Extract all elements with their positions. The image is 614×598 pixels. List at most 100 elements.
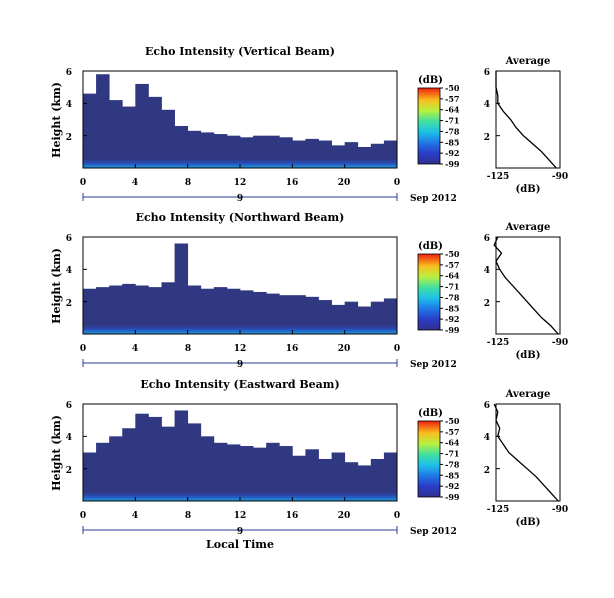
- panel-northward-beam: Echo Intensity (Northward Beam) Height (…: [50, 211, 568, 370]
- colorbar-tick-label: -57: [445, 260, 459, 270]
- heatmap-column: [253, 447, 267, 501]
- average-profile-line: [495, 71, 557, 169]
- colorbar-tick-label: -92: [445, 481, 459, 491]
- heatmap-column: [200, 436, 215, 501]
- heatmap-column: [161, 426, 175, 501]
- colorbar-tick-label: -50: [445, 416, 460, 426]
- heatmap-column: [200, 288, 215, 334]
- x-tick-label: 0: [80, 344, 86, 354]
- average-y-tick: 4: [484, 100, 490, 110]
- date-label: Sep 2012: [410, 194, 457, 204]
- x-tick-label: 0: [394, 511, 400, 521]
- x-ticks: 0 4 8 12 16 20 0: [80, 344, 400, 354]
- x-tick-label: 12: [234, 178, 247, 188]
- near-ground-echo: [83, 324, 397, 334]
- heatmap-column: [96, 74, 110, 168]
- y-tick-label: 6: [66, 68, 72, 78]
- x-tick-label: 0: [394, 178, 400, 188]
- colorbar-tick-label: -71: [445, 116, 459, 126]
- heatmap-column: [266, 293, 280, 334]
- average-y-tick: 6: [484, 234, 490, 244]
- y-axis-label: Height (km): [50, 82, 63, 158]
- heatmap-plot: [82, 403, 398, 502]
- average-y-tick: 6: [484, 68, 490, 78]
- colorbar-unit: (dB): [418, 75, 443, 86]
- heatmap-column: [161, 109, 175, 168]
- x-tick-label: 16: [286, 511, 299, 521]
- heatmap-column: [96, 287, 110, 334]
- colorbar-tick-label: -92: [445, 148, 459, 158]
- date-axis: 9 Sep 2012: [82, 526, 457, 537]
- x-tick-label: 16: [286, 344, 299, 354]
- x-tick-label: 4: [132, 178, 138, 188]
- heatmap-column: [240, 446, 254, 501]
- heatmap-column: [135, 413, 149, 501]
- date-label: Sep 2012: [410, 360, 457, 370]
- heatmap-column: [370, 458, 385, 501]
- average-x-tick: -90: [552, 338, 568, 348]
- y-axis-label: Height (km): [50, 248, 63, 324]
- average-profile-line: [493, 236, 559, 335]
- x-tick-label: 16: [286, 178, 299, 188]
- average-y-tick: 2: [484, 466, 490, 476]
- x-tick-label: 4: [132, 344, 138, 354]
- x-tick-label: 8: [185, 511, 191, 521]
- x-tick-label: 12: [234, 511, 247, 521]
- colorbar-tick-label: -57: [445, 427, 459, 437]
- x-tick-label: 8: [185, 344, 191, 354]
- x-ticks: 0 4 8 12 16 20 0: [80, 511, 400, 521]
- y-tick-label: 4: [66, 433, 72, 443]
- average-title: Average: [505, 56, 551, 67]
- colorbar: (dB) -50-57-64-71-78-85-92-99: [417, 408, 460, 502]
- near-ground-echo: [83, 491, 397, 501]
- heatmap-column: [122, 106, 136, 168]
- heatmap-column: [135, 285, 149, 334]
- colorbar-tick-label: -64: [445, 438, 460, 448]
- heatmap-column: [174, 410, 189, 501]
- x-tick-label: 0: [80, 511, 86, 521]
- heatmap-column: [213, 442, 228, 501]
- heatmap-column: [318, 458, 332, 501]
- heatmap-column: [266, 442, 280, 501]
- panel-eastward-beam: Echo Intensity (Eastward Beam) Height (k…: [50, 378, 568, 551]
- heatmap-column: [109, 100, 123, 168]
- heatmap-column: [83, 288, 97, 334]
- y-axis-label: Height (km): [50, 415, 63, 491]
- heatmap-column: [122, 428, 136, 501]
- heatmap-plot: [82, 70, 398, 169]
- x-tick-label: 12: [234, 344, 247, 354]
- x-ticks: 0 4 8 12 16 20 0: [80, 178, 400, 188]
- average-profile: Average 6 4 2 -125 -90 (dB): [484, 389, 568, 528]
- heatmap-column: [96, 442, 110, 501]
- y-tick-label: 6: [66, 234, 72, 244]
- chart-title: Echo Intensity (Northward Beam): [136, 211, 345, 224]
- heatmap-cells: [82, 403, 398, 501]
- colorbar-tick-label: -85: [445, 470, 459, 480]
- average-profile-line: [493, 403, 559, 502]
- average-x-label: (dB): [516, 350, 541, 361]
- average-profile: Average 6 4 2 -125 -90 (dB): [484, 222, 568, 361]
- average-x-tick: -125: [487, 338, 510, 348]
- heatmap-column: [83, 452, 97, 501]
- colorbar-tick-label: -99: [445, 325, 460, 335]
- plot-frame: [82, 403, 398, 502]
- x-tick-label: 8: [185, 178, 191, 188]
- heatmap-column: [240, 290, 254, 334]
- chart-title: Echo Intensity (Eastward Beam): [140, 378, 339, 391]
- heatmap-column: [331, 452, 346, 501]
- heatmap-column: [305, 449, 319, 501]
- heatmap-column: [148, 96, 162, 168]
- average-y-tick: 2: [484, 133, 490, 143]
- colorbar-tick-label: -57: [445, 94, 459, 104]
- heatmap-column: [109, 436, 123, 501]
- heatmap-plot: [82, 236, 398, 335]
- heatmap-column: [253, 291, 267, 334]
- y-tick-label: 2: [66, 133, 72, 143]
- colorbar-unit: (dB): [418, 408, 443, 419]
- average-y-tick: 6: [484, 401, 490, 411]
- date-label: Sep 2012: [410, 527, 457, 537]
- average-title: Average: [505, 389, 551, 400]
- colorbar-tick-label: -71: [445, 449, 459, 459]
- colorbar: (dB) -50-57-64-71-78-85-92-99: [417, 241, 460, 335]
- average-x-tick: -125: [487, 172, 510, 182]
